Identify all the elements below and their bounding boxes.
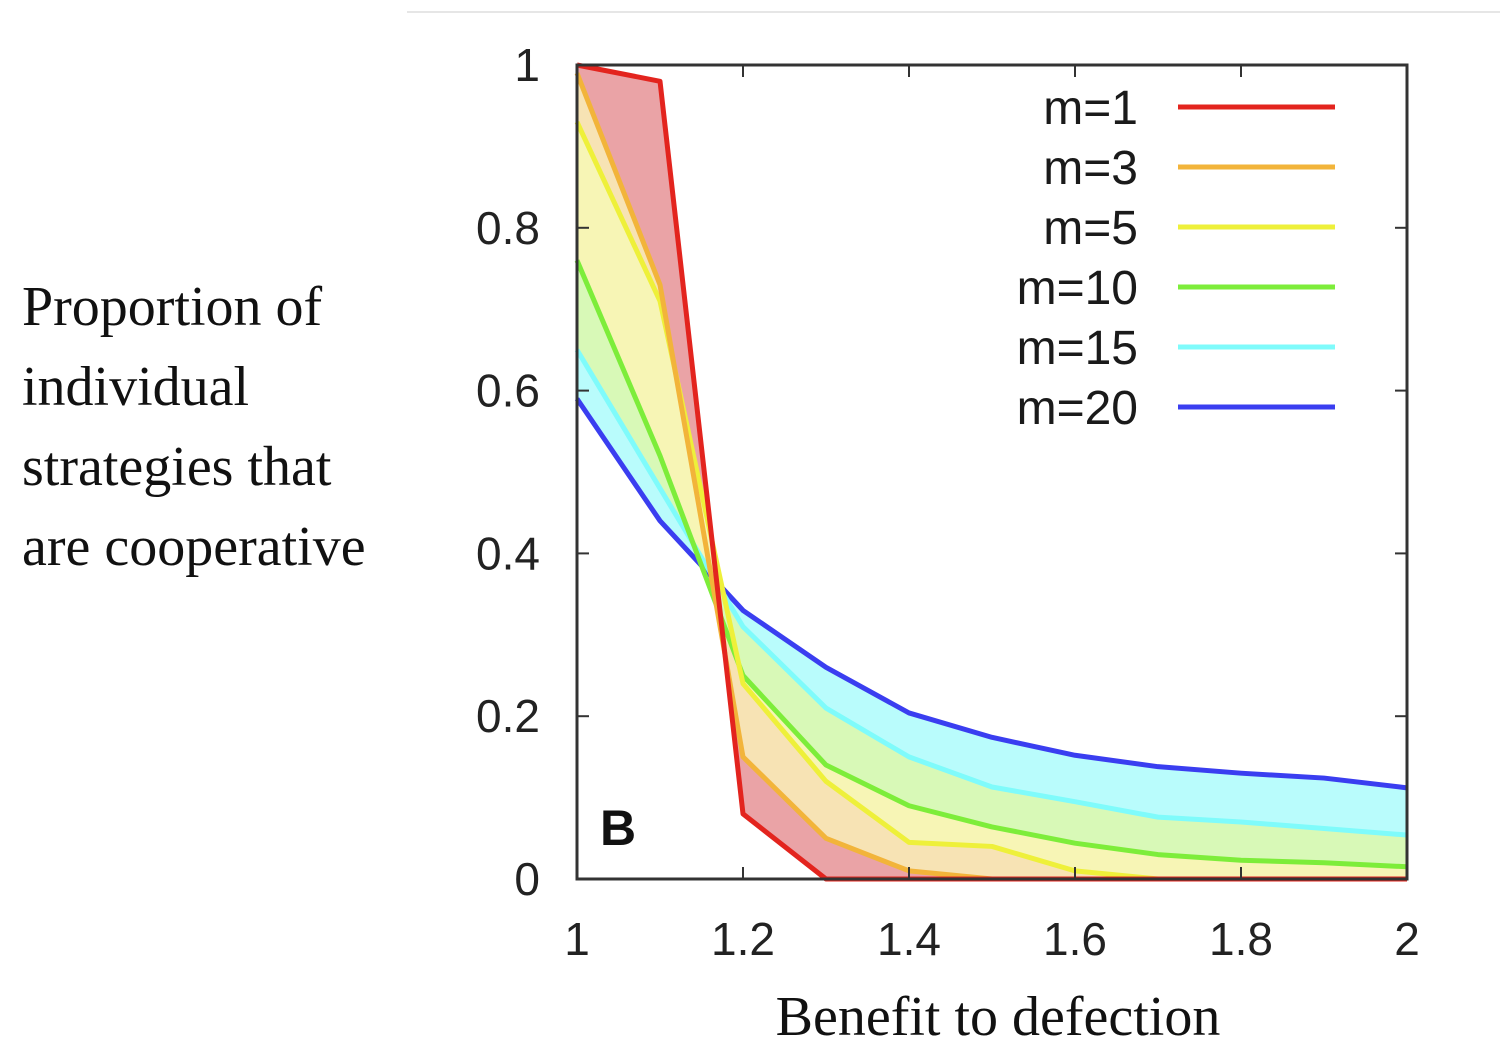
y-axis-title: Proportion of individual strategies that ar…	[22, 276, 366, 578]
y-tick-label: 0	[514, 853, 540, 905]
legend-label: m=20	[1017, 382, 1138, 435]
y-axis-title-line: Proportion of	[22, 276, 323, 338]
legend-label: m=10	[1017, 262, 1138, 315]
legend-item: m=20	[1017, 382, 1335, 435]
x-tick-labels: 1 1.2 1.4 1.6 1.8 2	[564, 913, 1420, 965]
legend: m=1 m=3 m=5 m=10 m=15 m=20	[1017, 82, 1335, 435]
x-tick-label: 1	[564, 913, 590, 965]
legend-label: m=5	[1043, 202, 1138, 255]
band-m10-to-m15	[577, 260, 1407, 867]
x-tick-label: 1.2	[711, 913, 775, 965]
x-tick-label: 1.8	[1209, 913, 1273, 965]
tick-layer	[576, 64, 1408, 880]
panel-label: B	[600, 800, 636, 856]
legend-label: m=1	[1043, 82, 1138, 135]
legend-item: m=10	[1017, 262, 1335, 315]
legend-item: m=1	[1043, 82, 1335, 135]
band-m15-to-m20	[577, 349, 1407, 836]
legend-label: m=3	[1043, 142, 1138, 195]
legend-item: m=15	[1017, 322, 1335, 375]
y-tick-label: 0.2	[476, 690, 540, 742]
x-tick-label: 2	[1394, 913, 1420, 965]
legend-label: m=15	[1017, 322, 1138, 375]
legend-item: m=3	[1043, 142, 1335, 195]
plot-frame	[575, 63, 1409, 881]
x-tick-label: 1.4	[877, 913, 941, 965]
legend-item: m=5	[1043, 202, 1335, 255]
x-tick-label: 1.6	[1043, 913, 1107, 965]
band-m1-to-m3	[577, 65, 1407, 879]
y-tick-label: 0.8	[476, 202, 540, 254]
y-axis-title-line: individual	[22, 356, 249, 418]
top-divider	[407, 11, 1500, 13]
y-tick-label: 0.4	[476, 527, 540, 579]
band-layer	[577, 65, 1407, 880]
y-axis-title-line: are cooperative	[22, 516, 366, 578]
y-tick-labels: 0 0.2 0.4 0.6 0.8 1	[476, 39, 540, 905]
y-tick-label: 0.6	[476, 365, 540, 417]
y-tick-label: 1	[514, 39, 540, 91]
y-axis-title-line: strategies that	[22, 436, 332, 498]
x-axis-title: Benefit to defection	[776, 986, 1221, 1048]
